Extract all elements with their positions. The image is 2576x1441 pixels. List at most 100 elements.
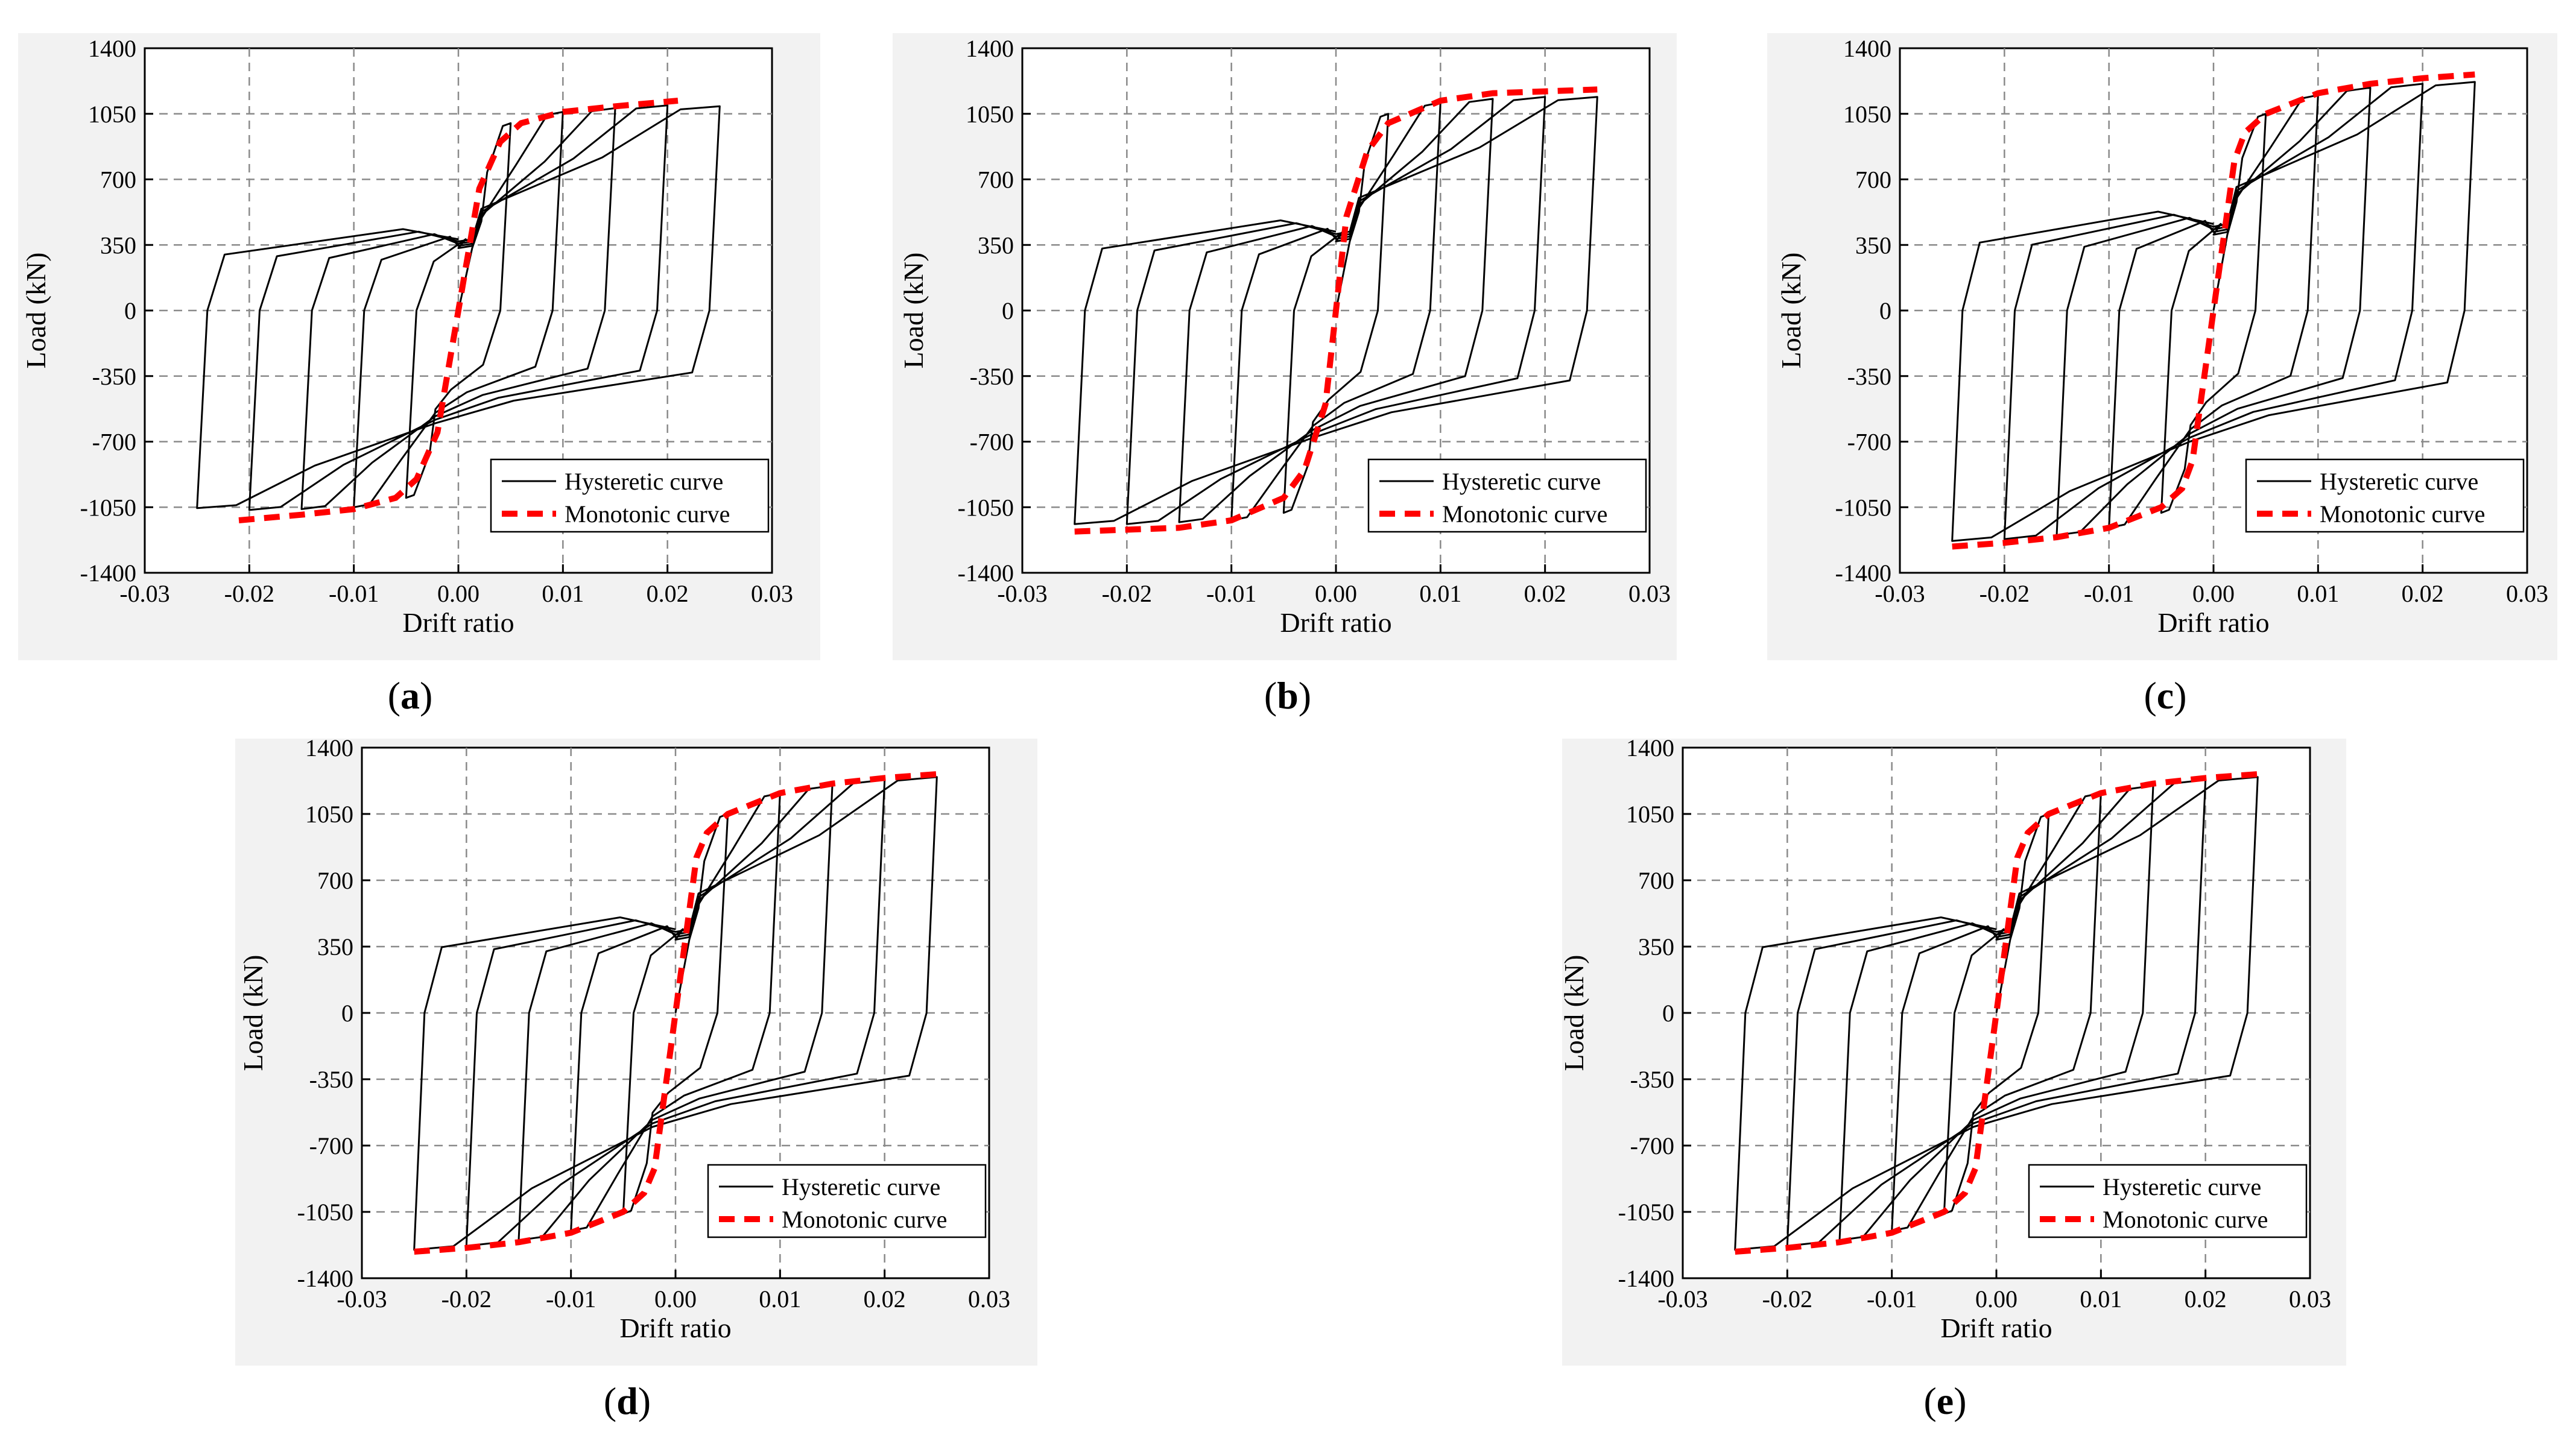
x-tick-label: 0.01 bbox=[2297, 580, 2339, 607]
y-tick-label: -700 bbox=[970, 429, 1014, 456]
legend-box bbox=[2028, 1164, 2308, 1238]
legend-hysteretic-label: Hysteretic curve bbox=[1442, 468, 1601, 495]
y-tick-label: -1400 bbox=[1618, 1265, 1674, 1292]
panel-caption: (c) bbox=[2144, 674, 2186, 717]
caption-close: ) bbox=[2174, 674, 2186, 717]
y-tick-label: -350 bbox=[1630, 1066, 1674, 1093]
y-axis-title: Load (kN) bbox=[21, 253, 51, 369]
y-tick-label: -1050 bbox=[80, 494, 136, 521]
curve-layer bbox=[1734, 771, 2259, 1255]
caption-letter: e bbox=[1937, 1380, 1954, 1422]
legend: Hysteretic curve Monotonic curve bbox=[2028, 1164, 2308, 1238]
legend-hysteretic-label: Hysteretic curve bbox=[565, 468, 723, 495]
curve-layer bbox=[196, 98, 721, 523]
curve-layer bbox=[413, 771, 938, 1255]
x-tick-label: 0.03 bbox=[751, 580, 793, 607]
y-tick-label: 1400 bbox=[1843, 35, 1891, 62]
y-tick-label: 1050 bbox=[305, 801, 353, 828]
chart-panel-e: -0.03 -0.02 -0.01 0.00 0.01 0.02 0.03 1400 1050 7… bbox=[1559, 734, 2346, 1422]
caption-close: ) bbox=[420, 674, 432, 717]
caption-open: ( bbox=[1923, 1380, 1936, 1422]
y-tick-label: -1400 bbox=[1835, 560, 1891, 587]
x-tick-label: 0.02 bbox=[864, 1285, 906, 1313]
x-tick-label: 0.02 bbox=[2185, 1285, 2227, 1313]
caption-close: ) bbox=[1954, 1380, 1966, 1422]
y-tick-label: 1400 bbox=[88, 35, 136, 62]
x-tick-label: 0.03 bbox=[2289, 1285, 2331, 1313]
y-tick-label: -700 bbox=[1847, 429, 1891, 456]
caption-letter: b bbox=[1277, 674, 1299, 717]
x-tick-label: -0.01 bbox=[1206, 580, 1256, 607]
x-tick-label: 0.00 bbox=[437, 580, 479, 607]
x-tick-label: 0.00 bbox=[654, 1285, 697, 1313]
caption-letter: a bbox=[400, 674, 420, 717]
hysteretic-curve bbox=[1074, 96, 1598, 525]
x-tick-label: -0.02 bbox=[441, 1285, 492, 1313]
chart-panel-b: -0.03 -0.02 -0.01 0.00 0.01 0.02 0.03 1400 1050 7… bbox=[893, 33, 1677, 717]
y-tick-label: -1050 bbox=[1835, 494, 1891, 521]
y-tick-label: 0 bbox=[1662, 1000, 1674, 1027]
y-tick-label: 350 bbox=[1638, 933, 1674, 960]
legend-monotonic-label: Monotonic curve bbox=[2103, 1206, 2268, 1233]
x-tick-label: -0.03 bbox=[1875, 580, 1925, 607]
y-tick-label: 350 bbox=[1855, 232, 1891, 259]
y-tick-label: 1400 bbox=[1626, 734, 1674, 761]
chart-panel-d: -0.03 -0.02 -0.01 0.00 0.01 0.02 0.03 1400 1050 7… bbox=[235, 734, 1037, 1422]
x-tick-label: -0.01 bbox=[546, 1285, 596, 1313]
legend-monotonic-label: Monotonic curve bbox=[1442, 500, 1607, 528]
x-tick-label: 0.01 bbox=[1419, 580, 1461, 607]
y-tick-label: -1400 bbox=[297, 1265, 353, 1292]
legend-box bbox=[2245, 458, 2525, 533]
legend-hysteretic-label: Hysteretic curve bbox=[2103, 1173, 2261, 1200]
legend: Hysteretic curve Monotonic curve bbox=[1367, 458, 1647, 533]
y-tick-label: -1050 bbox=[958, 494, 1014, 521]
y-tick-label: 700 bbox=[1855, 166, 1891, 194]
legend-monotonic-label: Monotonic curve bbox=[782, 1206, 947, 1233]
legend-hysteretic-label: Hysteretic curve bbox=[2320, 468, 2478, 495]
panel-caption: (d) bbox=[604, 1380, 651, 1422]
x-tick-label: -0.03 bbox=[337, 1285, 387, 1313]
x-tick-label: -0.03 bbox=[997, 580, 1047, 607]
caption-close: ) bbox=[1299, 674, 1311, 717]
y-tick-label: -1400 bbox=[80, 560, 136, 587]
y-tick-label: -700 bbox=[309, 1132, 353, 1159]
x-tick-label: 0.02 bbox=[2402, 580, 2444, 607]
caption-letter: d bbox=[616, 1380, 638, 1422]
x-axis-title: Drift ratio bbox=[1280, 607, 1391, 638]
x-tick-label: -0.02 bbox=[1102, 580, 1152, 607]
x-tick-label: 0.00 bbox=[1315, 580, 1357, 607]
y-tick-label: 1050 bbox=[88, 101, 136, 128]
legend: Hysteretic curve Monotonic curve bbox=[2245, 458, 2525, 533]
chart-panel-c: -0.03 -0.02 -0.01 0.00 0.01 0.02 0.03 1400 1050 7… bbox=[1767, 33, 2557, 717]
y-tick-label: 0 bbox=[124, 297, 136, 324]
caption-open: ( bbox=[388, 674, 400, 717]
y-axis-title: Load (kN) bbox=[238, 955, 268, 1071]
y-tick-label: -350 bbox=[970, 363, 1014, 390]
y-tick-label: -350 bbox=[1847, 363, 1891, 390]
caption-open: ( bbox=[1264, 674, 1277, 717]
x-tick-label: 0.01 bbox=[2080, 1285, 2122, 1313]
x-tick-label: -0.01 bbox=[329, 580, 379, 607]
legend-hysteretic-label: Hysteretic curve bbox=[782, 1173, 940, 1200]
x-tick-label: 0.03 bbox=[1628, 580, 1671, 607]
y-tick-label: 1050 bbox=[1626, 801, 1674, 828]
x-tick-label: 0.02 bbox=[647, 580, 689, 607]
x-tick-label: 0.01 bbox=[759, 1285, 801, 1313]
x-tick-label: 0.02 bbox=[1524, 580, 1566, 607]
y-tick-label: 700 bbox=[978, 166, 1014, 194]
y-tick-label: -700 bbox=[1630, 1132, 1674, 1159]
y-tick-label: 700 bbox=[317, 867, 353, 894]
y-tick-label: 0 bbox=[341, 1000, 353, 1027]
x-tick-label: -0.01 bbox=[2084, 580, 2134, 607]
legend: Hysteretic curve Monotonic curve bbox=[707, 1164, 987, 1238]
legend-monotonic-label: Monotonic curve bbox=[2320, 500, 2485, 528]
panel-caption: (e) bbox=[1923, 1380, 1966, 1422]
x-axis-title: Drift ratio bbox=[619, 1313, 731, 1343]
y-tick-label: 1050 bbox=[966, 101, 1014, 128]
legend-monotonic-label: Monotonic curve bbox=[565, 500, 730, 528]
y-tick-label: 700 bbox=[100, 166, 136, 194]
hysteretic-curve bbox=[413, 776, 938, 1251]
chart-panel-a: -0.03 -0.02 -0.01 0.00 0.01 0.02 0.03 1400 1050 7… bbox=[18, 33, 820, 717]
curve-layer bbox=[1074, 86, 1598, 535]
